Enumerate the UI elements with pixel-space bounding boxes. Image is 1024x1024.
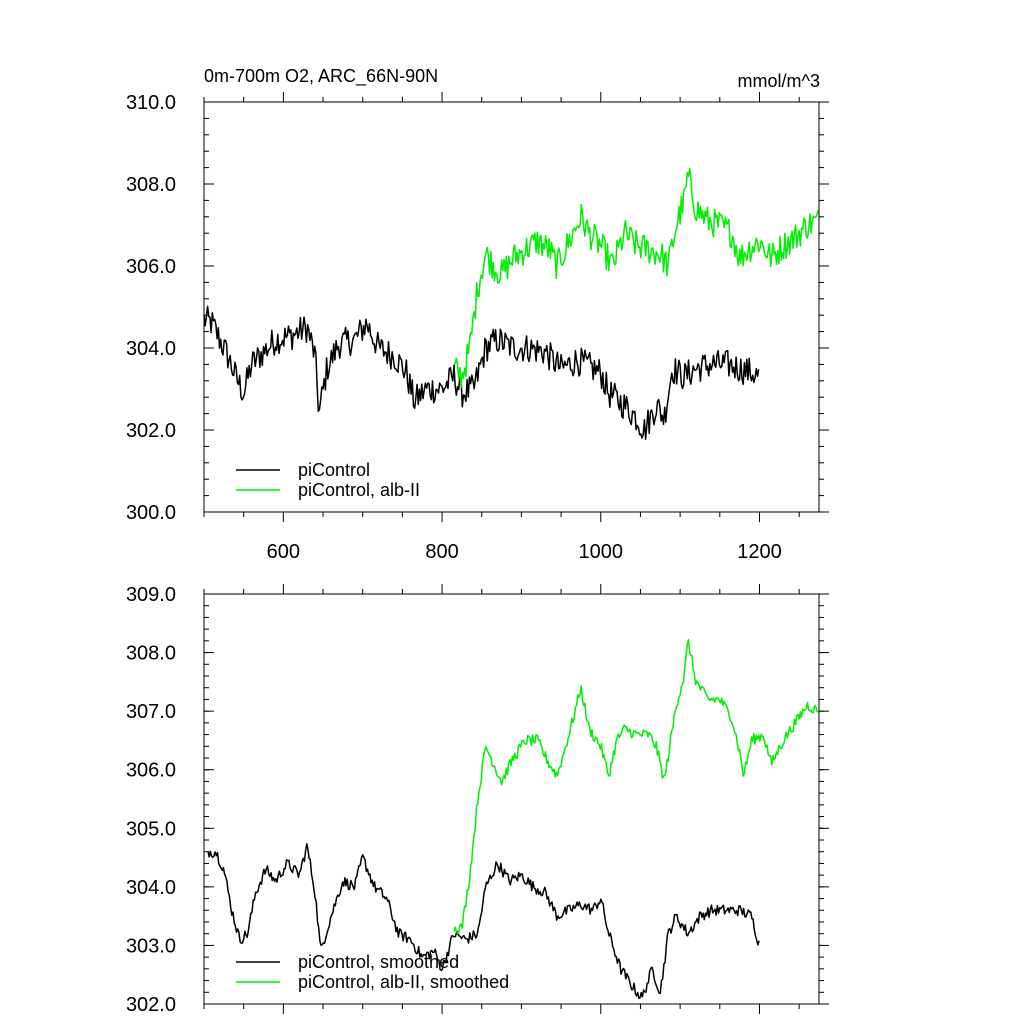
series-layer [203, 167, 819, 440]
y-tick-label: 310.0 [126, 92, 176, 114]
x-tick-label: 1000 [579, 541, 624, 563]
y-tick-label: 304.0 [126, 338, 176, 360]
x-tick-label: 800 [425, 541, 458, 563]
y-tick-label: 307.0 [126, 701, 176, 723]
y-tick-label: 300.0 [126, 502, 176, 524]
plot-frame [203, 593, 820, 1005]
bottom-panel: 302.0 303.0 304.0 305.0 306.0 307.0 308.0 309.0… [126, 584, 829, 1016]
series-line-picontrol-smoothed [207, 843, 760, 1000]
y-tick-label: 308.0 [126, 174, 176, 196]
y-tick-label: 302.0 [126, 420, 176, 442]
series-line-picontrol-alb-ii [453, 167, 819, 389]
y-tick-label: 302.0 [126, 994, 176, 1016]
chart-title: 0m-700m O2, ARC_66N-90N [204, 66, 438, 87]
x-tick-label: 1200 [737, 541, 782, 563]
y-tick-label: 309.0 [126, 584, 176, 606]
y-tick-label: 303.0 [126, 935, 176, 957]
x-tick-label: 600 [267, 541, 300, 563]
series-layer [207, 639, 819, 1000]
units-label: mmol/m^3 [738, 71, 820, 91]
y-tick-label: 306.0 [126, 760, 176, 782]
legend: piControl, smoothed piControl, alb-II, s… [236, 952, 509, 992]
top-panel: 0m-700m O2, ARC_66N-90N mmol/m^3 600 800 1… [126, 66, 829, 563]
y-tick-label: 306.0 [126, 256, 176, 278]
y-tick-label: 304.0 [126, 877, 176, 899]
legend-label-picontrol-smoothed: piControl, smoothed [298, 952, 459, 972]
legend: piControl piControl, alb-II [236, 460, 420, 500]
legend-label-picontrol: piControl [298, 460, 370, 480]
series-line-picontrol [203, 305, 760, 440]
y-tick-label: 305.0 [126, 818, 176, 840]
axis-ticks: 600 800 1000 1200 300.0 302.0 304.0 306.0 308.0 3… [126, 92, 829, 563]
legend-label-alb-ii: piControl, alb-II [298, 480, 420, 500]
legend-label-alb-ii-smoothed: piControl, alb-II, smoothed [298, 972, 509, 992]
series-line-picontrol-alb-ii-smoothed [453, 639, 819, 934]
y-tick-label: 308.0 [126, 643, 176, 665]
axis-ticks: 302.0 303.0 304.0 305.0 306.0 307.0 308.0 309.0 [126, 584, 829, 1016]
plot-frame [203, 101, 820, 513]
